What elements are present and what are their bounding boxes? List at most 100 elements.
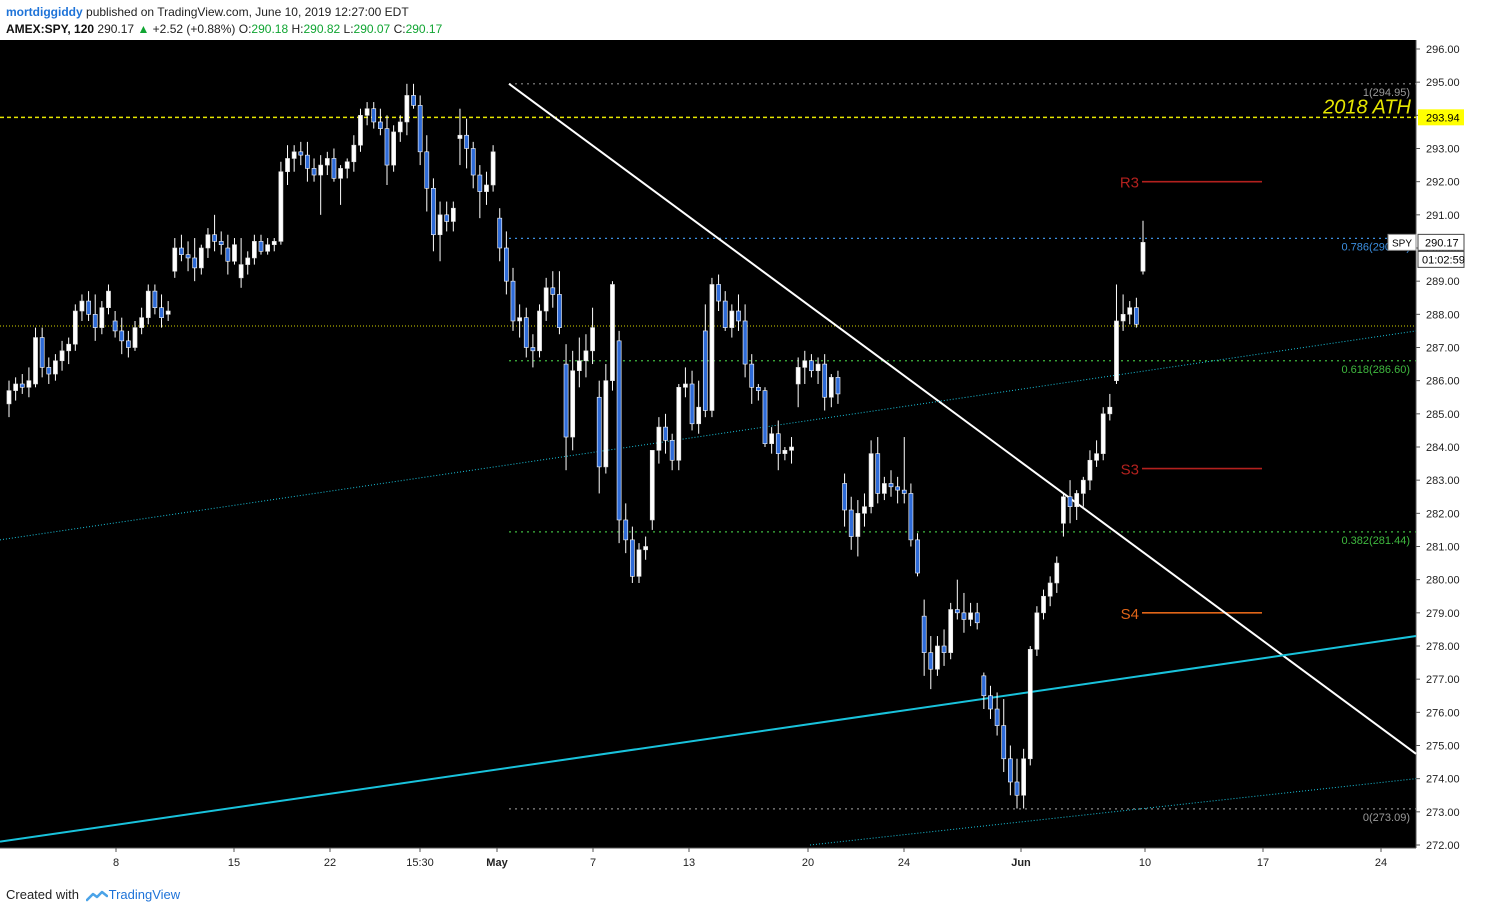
candle: [988, 695, 993, 710]
price-tick-label: 289.00: [1426, 276, 1460, 288]
candlestick-chart[interactable]: 1(294.95)0.786(290.29)0.618(286.60)0.382…: [0, 40, 1486, 876]
candle: [371, 108, 377, 123]
candle: [311, 168, 317, 176]
candle: [212, 234, 217, 242]
chart-area[interactable]: 1(294.95) 0.786(290.29) 0.618(286.60) 0.382…: [0, 40, 1486, 876]
candle: [305, 154, 310, 169]
time-tick-label: 7: [590, 857, 596, 869]
footer: Created with TradingView: [6, 887, 180, 907]
fib-level-label: 0.382(281.44): [1342, 535, 1411, 547]
fib-level-label: 0.618(286.60): [1342, 364, 1411, 376]
price-tick-label: 291.00: [1426, 210, 1460, 222]
candle: [165, 310, 171, 315]
candle: [185, 254, 191, 259]
candle: [1014, 781, 1020, 796]
ath-text-label: 2018 ATH: [1322, 96, 1411, 118]
tradingview-logo-icon: [85, 890, 108, 902]
pivot-label: R3: [1120, 175, 1139, 192]
time-tick-label: May: [486, 857, 508, 869]
candle: [510, 280, 516, 322]
candle: [543, 287, 549, 312]
candle: [225, 247, 231, 262]
price-tick-label: 286.00: [1426, 376, 1460, 388]
trendline: [508, 83, 1417, 755]
time-tick-label: 24: [1375, 857, 1387, 869]
candle: [915, 539, 920, 574]
candle: [252, 241, 257, 259]
price-tick-label: 277.00: [1426, 674, 1460, 686]
price-tick-label: 288.00: [1426, 309, 1460, 321]
candle: [636, 549, 642, 577]
time-tick-label: Jun: [1011, 857, 1031, 869]
price-change: +2.52 (+0.88%): [152, 22, 236, 36]
candle: [802, 360, 808, 368]
candle: [79, 300, 85, 312]
price-tick-label: 282.00: [1426, 508, 1460, 520]
candle: [437, 214, 443, 236]
candle: [298, 151, 304, 156]
candle: [391, 131, 396, 166]
candle: [232, 244, 237, 262]
candle: [331, 158, 337, 179]
candle: [384, 128, 390, 166]
tradingview-brand-link[interactable]: TradingView: [108, 887, 181, 902]
price-tick-label: 275.00: [1426, 741, 1460, 753]
candle: [258, 241, 264, 252]
candle: [59, 350, 65, 362]
candle: [908, 493, 914, 541]
candle: [835, 377, 841, 395]
candle: [470, 148, 476, 176]
low-label: L:: [343, 22, 354, 36]
candle: [1094, 453, 1099, 461]
candle: [1054, 562, 1060, 584]
price-tick-label: 274.00: [1426, 774, 1460, 786]
candle: [198, 247, 204, 269]
candle: [490, 151, 496, 186]
candle: [649, 450, 655, 521]
candle: [324, 158, 330, 166]
symbol-label[interactable]: AMEX:SPY, 120: [6, 22, 95, 36]
symbol-legend: AMEX:SPY, 120 290.17 ▲ +2.52 (+0.88%) O:…: [6, 22, 442, 36]
candle: [92, 314, 98, 328]
candle: [928, 652, 934, 670]
candle: [1107, 406, 1113, 415]
candle: [882, 483, 887, 494]
candle: [722, 300, 728, 328]
candle: [557, 294, 562, 328]
candle: [338, 168, 343, 179]
chart-header: mortdiggiddy published on TradingView.co…: [0, 0, 1486, 40]
candle: [205, 234, 211, 249]
time-tick-label: 22: [324, 857, 336, 869]
candle: [868, 453, 874, 507]
candle: [132, 327, 138, 348]
candle: [935, 645, 940, 670]
candle: [424, 151, 430, 189]
author-link[interactable]: mortdiggiddy: [6, 5, 83, 19]
candle: [862, 506, 867, 514]
candle: [159, 307, 164, 318]
price-tick-label: 296.00: [1426, 44, 1460, 56]
candle: [550, 287, 556, 295]
price-tick-label: 272.00: [1426, 840, 1460, 852]
candle: [749, 363, 755, 388]
candle: [106, 290, 111, 309]
time-tick-label: 8: [113, 857, 119, 869]
up-arrow-icon: ▲: [137, 22, 150, 36]
price-tick-label: 285.00: [1426, 409, 1460, 421]
candle: [576, 360, 582, 372]
candle: [152, 290, 158, 309]
time-axis-background: [0, 848, 1416, 876]
last-price-badge: [1417, 233, 1465, 251]
candle: [822, 363, 828, 398]
candle: [994, 708, 1000, 726]
candle: [610, 284, 615, 381]
price-tick-label: 276.00: [1426, 707, 1460, 719]
candle: [570, 370, 576, 438]
price-tick-label: 278.00: [1426, 641, 1460, 653]
candle: [218, 241, 224, 245]
candle: [1034, 612, 1040, 650]
candle: [809, 360, 814, 372]
candle: [583, 350, 589, 362]
candle: [278, 171, 284, 242]
price-tick-label: 295.00: [1426, 77, 1460, 89]
